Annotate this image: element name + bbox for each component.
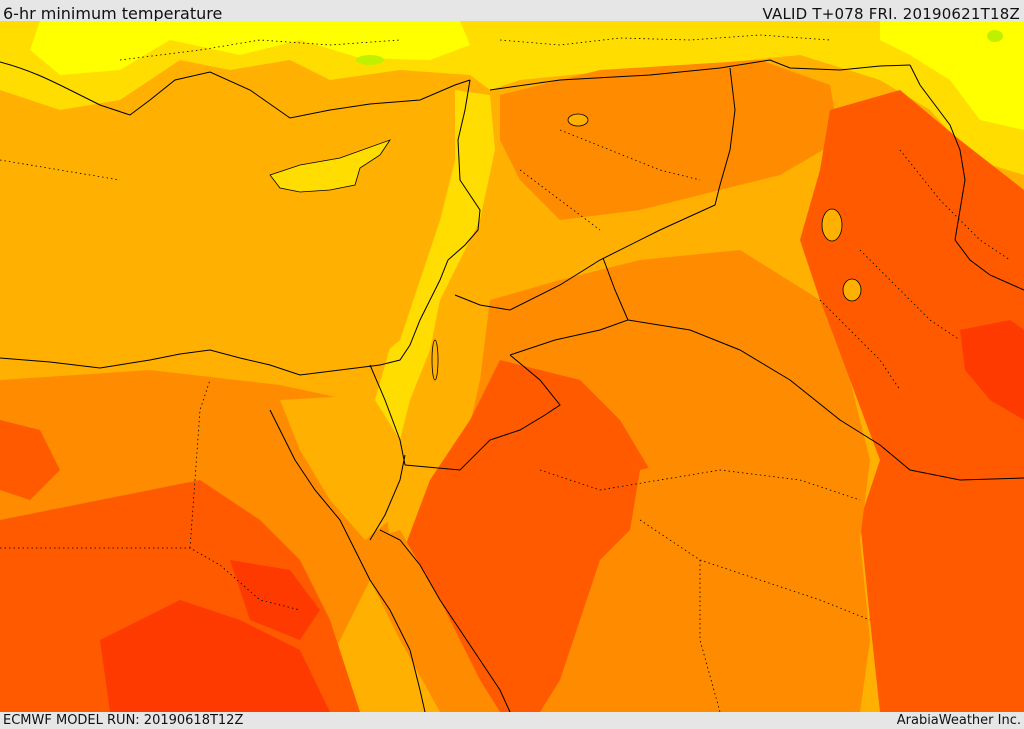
footer-bar: ECMWF MODEL RUN: 20190618T12Z ArabiaWeat…	[0, 712, 1024, 729]
country-borders	[369, 59, 1024, 481]
zone-north-yellow	[0, 21, 1024, 175]
zone-saudi-mild	[630, 450, 860, 680]
zone-sinai	[280, 395, 400, 540]
coastlines	[0, 61, 511, 712]
zone-north-brightyellow-east	[880, 21, 1024, 130]
zone-egypt-west-hot	[0, 420, 60, 500]
region-borders	[0, 34, 1011, 712]
zone-iraq-hot	[800, 90, 1024, 712]
zone-north-brightyellow	[30, 21, 470, 75]
zone-red-sea	[370, 530, 500, 712]
zone-mediterranean	[0, 80, 455, 375]
zone-saudi-hot	[400, 360, 650, 712]
map-title: 6-hr minimum temperature	[3, 4, 223, 21]
lakes	[431, 113, 862, 381]
model-run-label: ECMWF MODEL RUN: 20190618T12Z	[3, 713, 244, 728]
header-bar: 6-hr minimum temperature VALID T+078 FRI…	[0, 0, 1024, 21]
credit-label: ArabiaWeather Inc.	[896, 713, 1021, 728]
zone-syria-warm	[500, 60, 840, 220]
valid-time: VALID T+078 FRI. 20190621T18Z	[762, 5, 1020, 21]
zone-egypt-hottest	[100, 600, 330, 712]
zone-iraq-hottest	[960, 320, 1024, 420]
green-spot-1	[356, 55, 384, 65]
temperature-map	[0, 21, 1024, 712]
zone-egypt-hottest-2	[230, 560, 320, 640]
cyprus	[269, 139, 392, 193]
green-spot-2	[987, 30, 1003, 42]
